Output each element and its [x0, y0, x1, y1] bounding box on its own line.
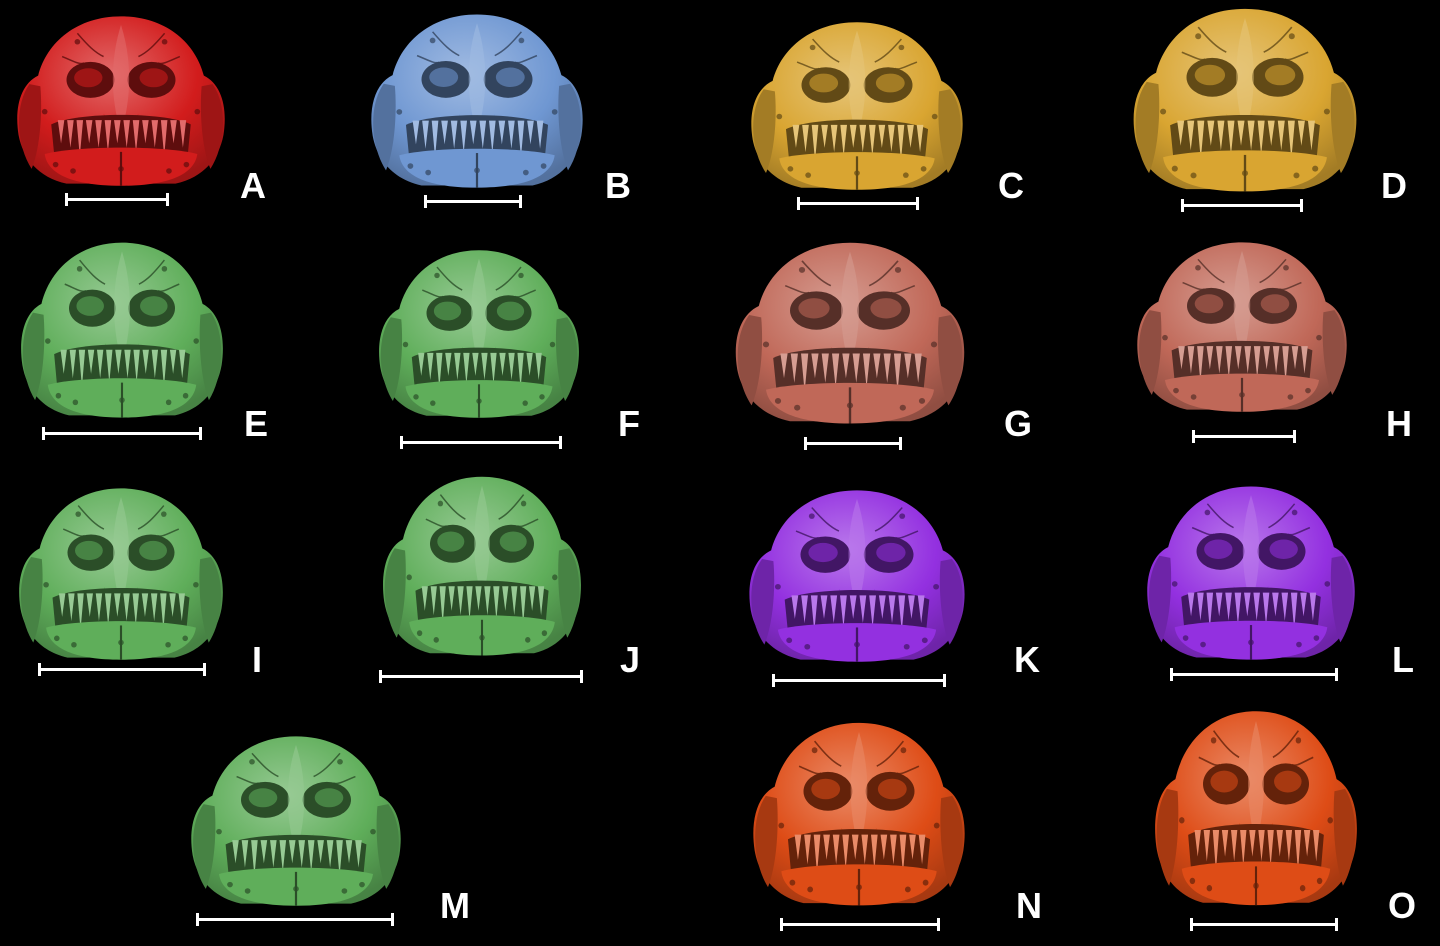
- scale-bar-g: [804, 437, 902, 450]
- panel-label-l: L: [1392, 639, 1414, 680]
- panel-label-n: N: [1016, 885, 1042, 926]
- skull-specimen-l: [1142, 480, 1360, 664]
- skull-specimen-n: [748, 716, 970, 910]
- panel-label-j: J: [620, 639, 641, 680]
- skull-specimen-f: [374, 244, 584, 422]
- panel-label-m: M: [440, 885, 470, 926]
- scale-bar-i: [38, 663, 206, 676]
- skull-render-c: [751, 22, 963, 190]
- panel-label-f: F: [618, 403, 640, 444]
- skull-render-i: [19, 488, 223, 660]
- skull-render-d: [1133, 8, 1357, 192]
- panel-label-e: E: [244, 403, 269, 444]
- skull-specimen-i: [14, 482, 228, 664]
- skull-specimen-h: [1132, 236, 1352, 416]
- scale-bar-o: [1190, 918, 1338, 931]
- skull-render-m: [191, 736, 401, 906]
- skull-specimen-j: [378, 470, 586, 660]
- panel-label-c: C: [998, 165, 1024, 206]
- panel-label-b: B: [605, 165, 631, 206]
- scale-bar-b: [424, 195, 522, 208]
- skull-specimen-c: [746, 16, 968, 194]
- scale-bar-a: [65, 193, 169, 206]
- panel-label-o: O: [1388, 885, 1417, 926]
- skull-render-k: [749, 490, 965, 662]
- scale-bar-m: [196, 913, 394, 926]
- scale-bar-l: [1170, 668, 1338, 681]
- panel-label-k: K: [1014, 639, 1040, 680]
- skull-specimen-d: [1128, 2, 1362, 196]
- skull-render-n: [753, 722, 965, 906]
- scale-bar-d: [1181, 199, 1303, 212]
- scale-bar-h: [1192, 430, 1296, 443]
- skull-specimen-a: [12, 10, 230, 190]
- skull-render-e: [21, 242, 223, 418]
- skull-render-h: [1137, 242, 1347, 412]
- scale-bar-e: [42, 427, 202, 440]
- skull-render-g: [735, 242, 965, 424]
- panel-label-g: G: [1004, 403, 1033, 444]
- skull-specimen-b: [366, 8, 588, 192]
- scale-bar-n: [780, 918, 940, 931]
- panel-label-a: A: [240, 165, 266, 206]
- skull-render-a: [17, 16, 225, 186]
- skull-render-o: [1155, 711, 1357, 906]
- skull-render-b: [371, 14, 583, 188]
- skull-render-j: [382, 476, 582, 656]
- skull-specimen-g: [730, 236, 970, 428]
- panel-label-i: I: [252, 639, 263, 680]
- skull-render-l: [1147, 486, 1355, 660]
- scale-bar-j: [379, 670, 583, 683]
- scale-bar-k: [772, 674, 946, 687]
- skull-specimen-e: [16, 236, 228, 422]
- skull-render-f: [379, 250, 579, 418]
- skull-specimen-m: [186, 730, 406, 910]
- skull-specimen-k: [744, 484, 970, 666]
- scale-bar-c: [797, 197, 919, 210]
- skull-specimen-o: [1150, 704, 1362, 910]
- panel-label-d: D: [1381, 165, 1407, 206]
- scale-bar-f: [400, 436, 562, 449]
- panel-label-h: H: [1386, 403, 1412, 444]
